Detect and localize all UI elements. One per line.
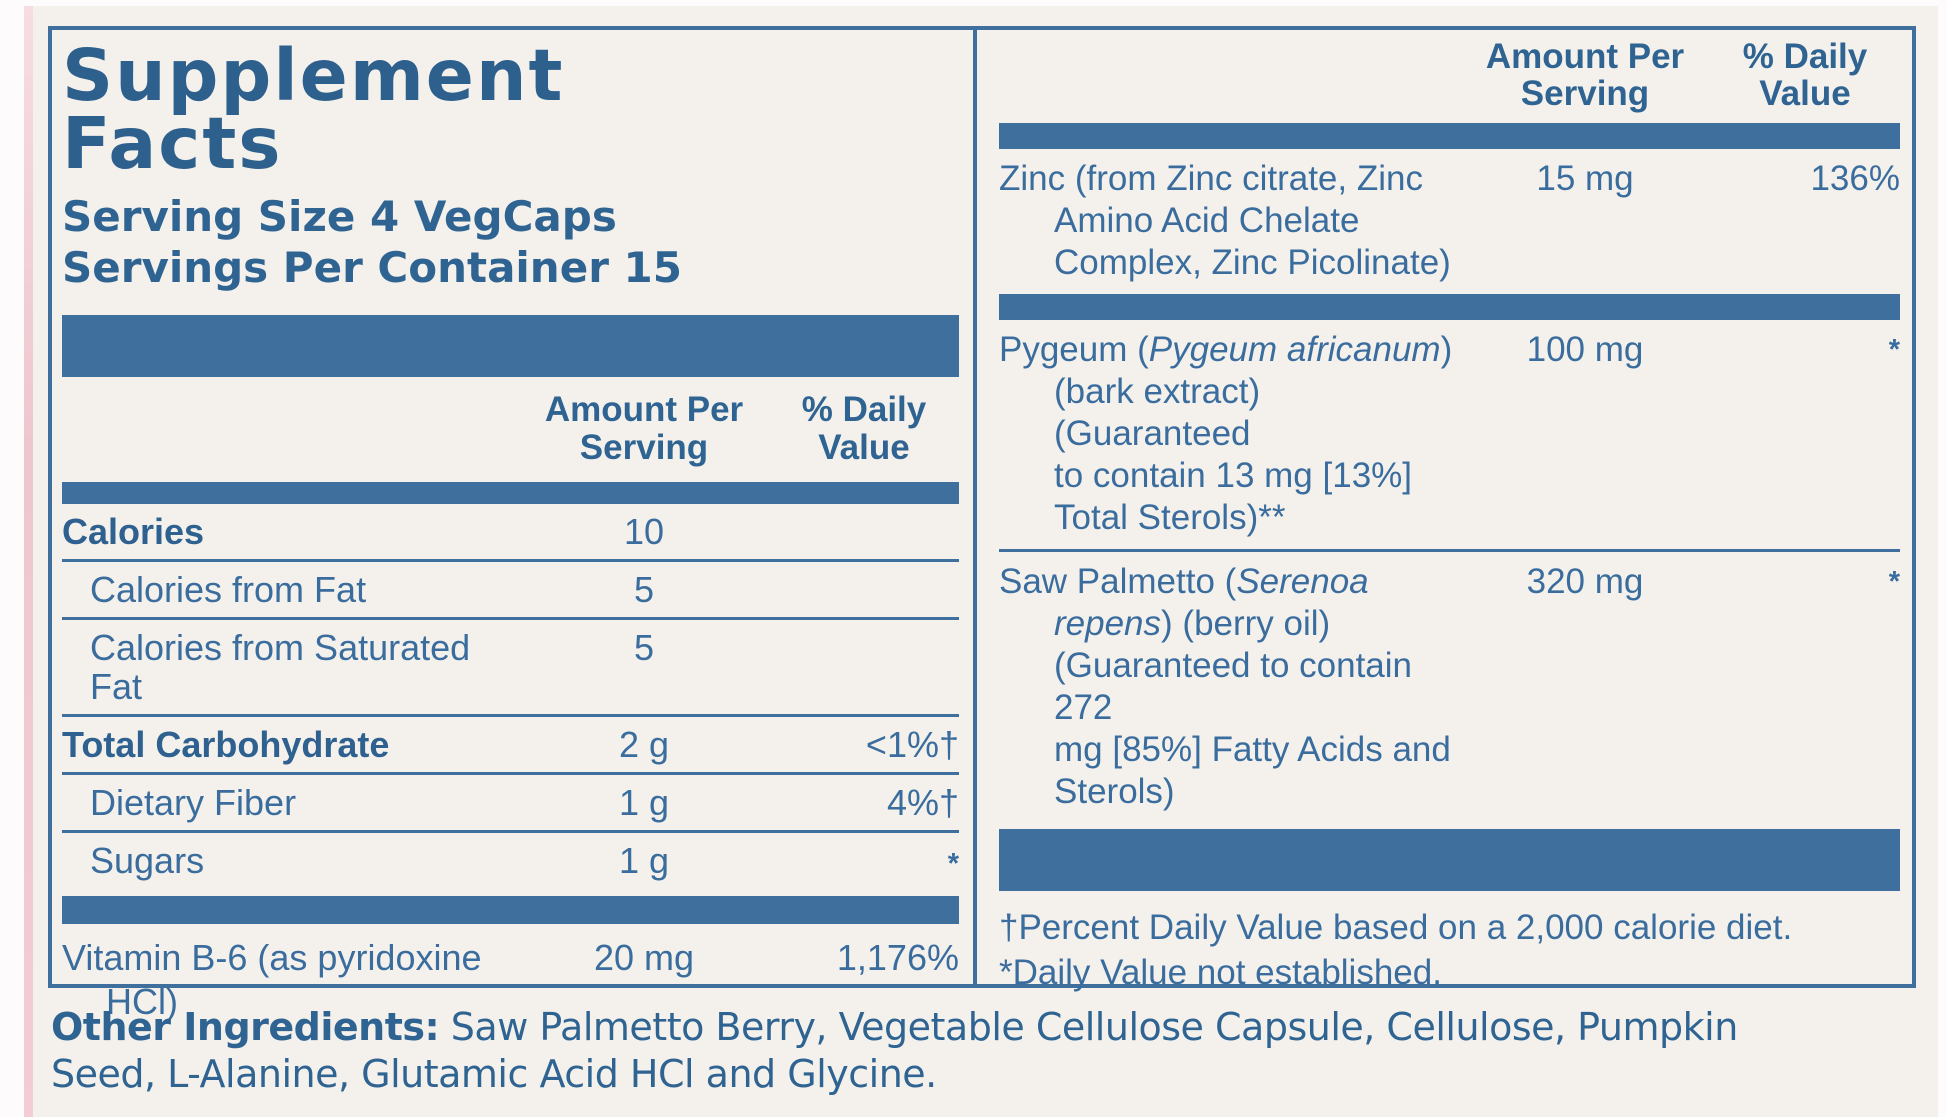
- ingredient-row: Saw Palmetto (Serenoa repens) (berry oil)…: [999, 561, 1900, 813]
- nutrient-name-line: HCl): [106, 980, 178, 1022]
- header-daily-line1: % Daily: [1742, 37, 1868, 76]
- separator-bar: [999, 293, 1900, 320]
- nutrient-name: Dietary Fiber: [90, 781, 297, 823]
- panel-right-column: Amount Per Serving % Daily Value Zinc (f…: [977, 30, 1912, 992]
- ingredient-name: Saw Palmetto (Serenoa repens) (berry oil)…: [999, 561, 1460, 813]
- nutrient-row-vitamin-b6: Vitamin B-6 (as pyridoxine HCl) 20 mg 1,1…: [62, 924, 959, 1024]
- nutrient-row: Calories 10: [62, 504, 959, 559]
- row-divider: [62, 713, 959, 717]
- ingredient-row: Zinc (from Zinc citrate, Zinc Amino Acid …: [999, 158, 1900, 284]
- nutrient-name: Calories from Fat: [90, 568, 367, 610]
- header-spacer: [999, 38, 1460, 113]
- ingredient-name-line: (bark extract) (Guaranteed: [1054, 371, 1261, 453]
- ingredient-name-line: mg [85%] Fatty Acids and: [1054, 729, 1451, 769]
- column-header-daily-value: % Daily Value: [769, 391, 959, 466]
- nutrient-daily-value: <1%†: [865, 723, 959, 765]
- ingredient-daily-value: *: [1888, 565, 1900, 598]
- supplement-label: Supplement Facts Serving Size 4 VegCaps S…: [33, 6, 1938, 1117]
- separator-bar: [62, 895, 959, 924]
- header-amount-line2: Serving: [1520, 74, 1650, 114]
- column-header-amount-per-serving: Amount Per Serving: [1460, 38, 1710, 113]
- header-daily-line1: % Daily: [801, 390, 927, 430]
- header-daily-line2: Value: [1759, 74, 1851, 114]
- other-ingredients: Other Ingredients: Saw Palmetto Berry, V…: [51, 1004, 1936, 1098]
- nutrient-name: Sugars: [90, 839, 205, 881]
- nutrient-amount: 1 g: [618, 781, 670, 823]
- supplement-facts-title: Supplement Facts: [62, 34, 959, 186]
- servings-per-container: Servings Per Container 15: [62, 242, 682, 292]
- supplement-facts-panel: Supplement Facts Serving Size 4 VegCaps S…: [48, 26, 1916, 1022]
- separator-bar: [999, 122, 1900, 149]
- ingredient-name: Zinc (from Zinc citrate, Zinc Amino Acid …: [999, 158, 1460, 284]
- ingredient-name-line: Sterols): [1054, 771, 1175, 811]
- nutrient-amount: 20 mg: [593, 936, 695, 978]
- row-divider: [999, 548, 1900, 552]
- header-amount-line1: Amount Per: [1485, 37, 1685, 76]
- row-divider: [62, 771, 959, 775]
- nutrient-amount: 1 g: [618, 839, 670, 881]
- ingredient-name-line: repens) (berry oil): [1054, 603, 1331, 643]
- other-ingredients-line: Other Ingredients: Saw Palmetto Berry, V…: [51, 1005, 1738, 1049]
- ingredient-row: Pygeum (Pygeum africanum) (bark extract) …: [999, 329, 1900, 539]
- nutrient-amount: 5: [633, 626, 655, 668]
- ingredient-name: Pygeum (Pygeum africanum) (bark extract) …: [999, 329, 1460, 539]
- header-amount-line2: Serving: [579, 427, 709, 467]
- row-divider: [62, 616, 959, 620]
- header-amount-line1: Amount Per: [544, 390, 744, 430]
- nutrient-name: Vitamin B-6 (as pyridoxine HCl): [62, 936, 519, 1024]
- nutrient-daily-value: *: [947, 847, 959, 880]
- nutrient-name-line: Vitamin B-6 (as pyridoxine: [62, 936, 482, 978]
- column-header-amount-per-serving: Amount Per Serving: [519, 391, 769, 466]
- ingredient-amount: 100 mg: [1526, 329, 1644, 369]
- nutrient-row: Sugars 1 g *: [62, 833, 959, 892]
- nutrient-row: Dietary Fiber 1 g 4%†: [62, 775, 959, 830]
- row-divider: [62, 558, 959, 562]
- nutrient-amount: 5: [633, 568, 655, 610]
- title-line: Supplement: [62, 34, 565, 117]
- ingredient-name-line: Pygeum (Pygeum africanum): [999, 329, 1453, 369]
- nutrient-row: Calories from Fat 5: [62, 562, 959, 617]
- column-headers: Amount Per Serving % Daily Value: [62, 391, 959, 466]
- footnote: *Daily Value not established.: [999, 952, 1442, 992]
- nutrient-name: Calories from Saturated Fat: [90, 626, 471, 707]
- nutrient-amount: 10: [623, 510, 665, 552]
- ingredient-name-line: (Guaranteed to contain 272: [1054, 645, 1413, 727]
- row-divider: [62, 829, 959, 833]
- column-headers: Amount Per Serving % Daily Value: [999, 38, 1900, 113]
- ingredient-daily-value: *: [1888, 333, 1900, 366]
- header-spacer: [62, 391, 519, 466]
- ingredient-name-line: Complex, Zinc Picolinate): [1054, 242, 1451, 282]
- nutrition-rows: Calories 10 Calories from Fat 5 Calories fro…: [62, 504, 959, 892]
- separator-bar: [999, 828, 1900, 891]
- nutrient-name: Calories: [62, 510, 205, 552]
- ingredient-name-line: Zinc (from Zinc citrate, Zinc: [999, 158, 1423, 198]
- column-header-daily-value: % Daily Value: [1710, 38, 1900, 113]
- ingredient-amount: 320 mg: [1526, 561, 1644, 601]
- separator-bar: [62, 481, 959, 504]
- ingredient-name-line: to contain 13 mg [13%]: [1054, 455, 1412, 495]
- nutrient-name: Total Carbohydrate: [62, 723, 390, 765]
- column-divider: [973, 30, 977, 984]
- other-ingredients-line: Seed, L-Alanine, Glutamic Acid HCl and G…: [51, 1052, 937, 1096]
- nutrient-amount: 2 g: [618, 723, 670, 765]
- ingredient-name-line: Saw Palmetto (Serenoa: [999, 561, 1369, 601]
- ingredient-daily-value: 136%: [1810, 158, 1900, 198]
- ingredient-rows: Zinc (from Zinc citrate, Zinc Amino Acid …: [999, 158, 1900, 891]
- ingredient-amount: 15 mg: [1536, 158, 1634, 198]
- nutrient-daily-value: 1,176%: [836, 936, 959, 978]
- separator-bar: [62, 315, 959, 378]
- header-daily-line2: Value: [818, 427, 910, 467]
- footnotes: †Percent Daily Value based on a 2,000 ca…: [999, 905, 1900, 995]
- label-pink-edge: [24, 6, 33, 1117]
- ingredient-name-line: Total Sterols)**: [1054, 497, 1286, 537]
- title-line: Facts: [62, 102, 283, 186]
- panel-left-column: Supplement Facts Serving Size 4 VegCaps S…: [52, 30, 973, 1022]
- nutrient-row: Calories from Saturated Fat 5: [62, 620, 959, 714]
- ingredient-name-line: Amino Acid Chelate: [1054, 200, 1360, 240]
- footnote: †Percent Daily Value based on a 2,000 ca…: [999, 907, 1793, 947]
- serving-size: Serving Size 4 VegCaps: [62, 192, 617, 242]
- nutrient-daily-value: 4%†: [886, 781, 959, 823]
- nutrient-row: Total Carbohydrate 2 g <1%†: [62, 717, 959, 772]
